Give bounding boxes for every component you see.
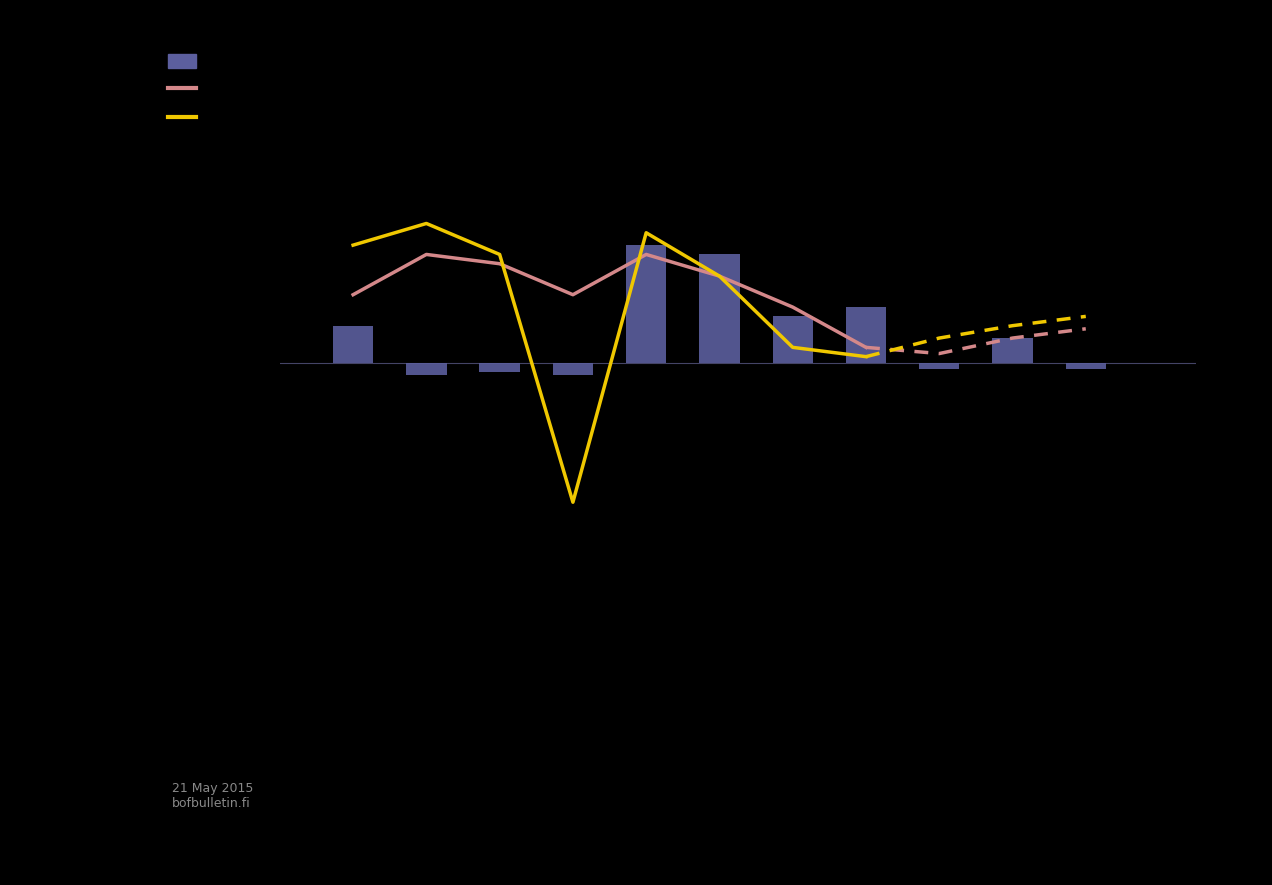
Bar: [626, 245, 667, 363]
Text: 21 May 2015
bofbulletin.fi: 21 May 2015 bofbulletin.fi: [172, 781, 253, 810]
Bar: [700, 255, 739, 363]
Bar: [846, 307, 887, 363]
Bar: [772, 317, 813, 363]
Bar: [992, 338, 1033, 363]
Bar: [333, 326, 373, 363]
Bar: [1066, 363, 1105, 369]
Bar: [920, 363, 959, 369]
Legend: , , : , ,: [168, 54, 200, 126]
Bar: [553, 363, 593, 375]
Bar: [480, 363, 520, 372]
Bar: [406, 363, 446, 375]
